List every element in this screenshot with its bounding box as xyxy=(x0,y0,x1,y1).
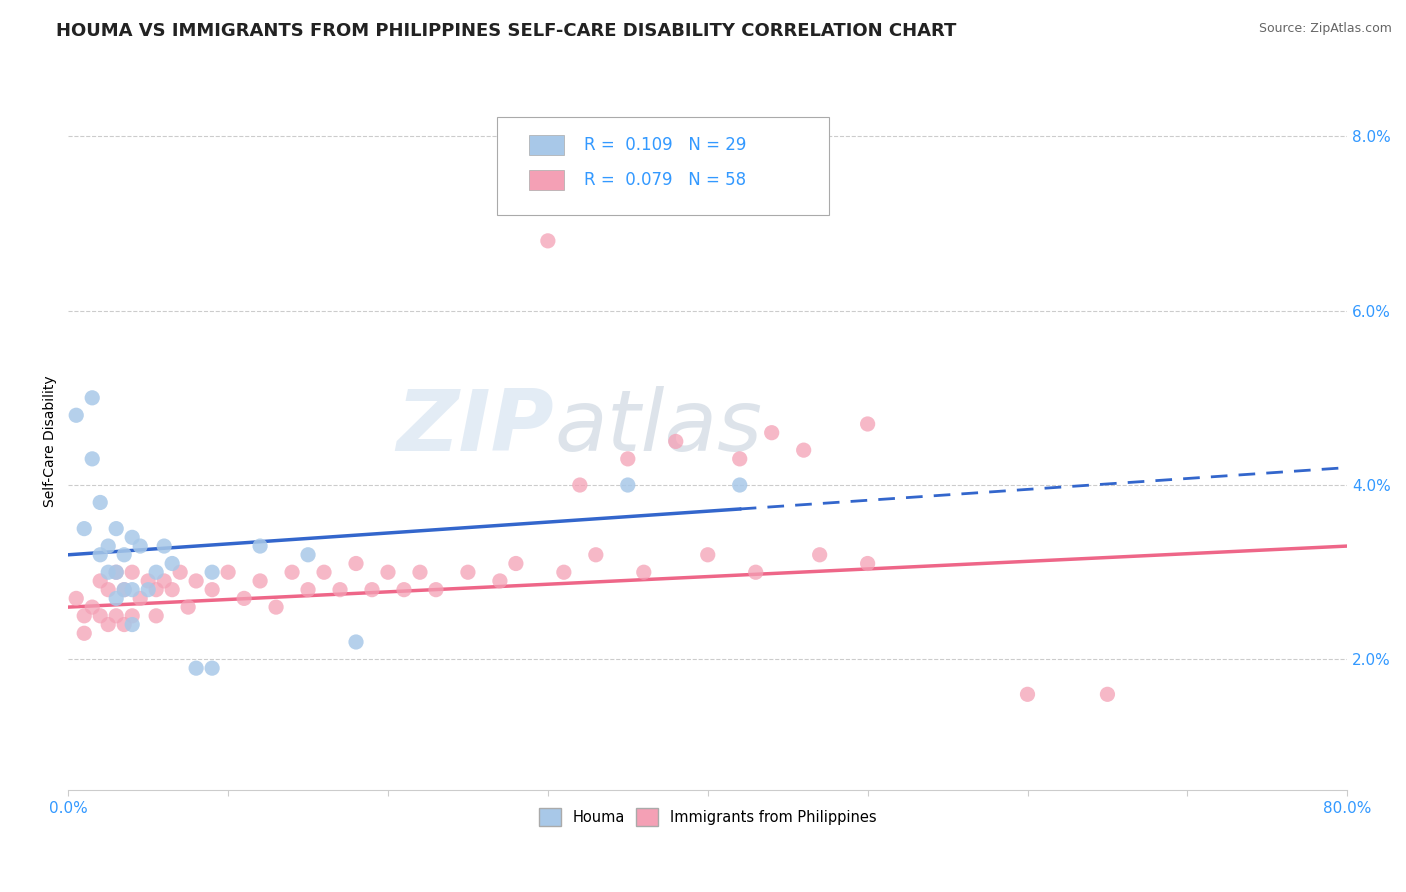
Point xyxy=(177,600,200,615)
Point xyxy=(65,591,87,606)
Point xyxy=(201,582,224,597)
Point xyxy=(89,574,111,588)
Point xyxy=(633,566,655,580)
Point xyxy=(201,661,224,675)
Point xyxy=(568,478,591,492)
Point xyxy=(121,566,143,580)
Point xyxy=(82,391,104,405)
Point xyxy=(73,522,96,536)
Point xyxy=(329,582,352,597)
Legend: Houma, Immigrants from Philippines: Houma, Immigrants from Philippines xyxy=(531,801,884,833)
Point xyxy=(97,617,120,632)
Point xyxy=(129,591,152,606)
Point xyxy=(89,548,111,562)
Point xyxy=(553,566,575,580)
Point xyxy=(112,548,135,562)
Point xyxy=(105,591,128,606)
Point xyxy=(136,574,159,588)
Point xyxy=(617,478,640,492)
Point xyxy=(696,548,718,562)
Point xyxy=(82,451,104,466)
Point xyxy=(121,530,143,544)
Point xyxy=(425,582,447,597)
Point xyxy=(793,443,815,458)
Text: ZIP: ZIP xyxy=(396,386,554,469)
Text: HOUMA VS IMMIGRANTS FROM PHILIPPINES SELF-CARE DISABILITY CORRELATION CHART: HOUMA VS IMMIGRANTS FROM PHILIPPINES SEL… xyxy=(56,22,956,40)
Point xyxy=(409,566,432,580)
Point xyxy=(297,582,319,597)
Text: R =  0.079   N = 58: R = 0.079 N = 58 xyxy=(583,170,745,189)
Point xyxy=(457,566,479,580)
Point xyxy=(505,557,527,571)
Point xyxy=(201,566,224,580)
Point xyxy=(184,574,207,588)
Point xyxy=(537,234,560,248)
Point xyxy=(665,434,688,449)
Point xyxy=(145,608,167,623)
Point xyxy=(89,608,111,623)
Point xyxy=(105,566,128,580)
Point xyxy=(153,539,176,553)
Point xyxy=(105,566,128,580)
Point xyxy=(344,635,367,649)
Point xyxy=(121,608,143,623)
Point xyxy=(728,451,751,466)
Point xyxy=(73,608,96,623)
Point xyxy=(73,626,96,640)
Point xyxy=(217,566,239,580)
Point xyxy=(145,566,167,580)
Point xyxy=(312,566,335,580)
Point xyxy=(297,548,319,562)
Point xyxy=(808,548,831,562)
Point xyxy=(489,574,512,588)
Point xyxy=(97,566,120,580)
Point xyxy=(728,478,751,492)
Point xyxy=(249,574,271,588)
Point xyxy=(249,539,271,553)
Y-axis label: Self-Care Disability: Self-Care Disability xyxy=(44,376,58,508)
Point xyxy=(617,451,640,466)
Point xyxy=(281,566,304,580)
Point xyxy=(112,582,135,597)
Point xyxy=(129,539,152,553)
Point xyxy=(82,600,104,615)
Point xyxy=(105,522,128,536)
Point xyxy=(392,582,415,597)
Point xyxy=(264,600,287,615)
Point xyxy=(160,582,183,597)
Point xyxy=(361,582,384,597)
Point xyxy=(344,557,367,571)
FancyBboxPatch shape xyxy=(529,170,564,190)
Point xyxy=(112,617,135,632)
Point xyxy=(136,582,159,597)
Point xyxy=(160,557,183,571)
Point xyxy=(233,591,256,606)
Point xyxy=(112,582,135,597)
Point xyxy=(153,574,176,588)
Point xyxy=(121,617,143,632)
Point xyxy=(856,557,879,571)
Point xyxy=(184,661,207,675)
Point xyxy=(761,425,783,440)
Point xyxy=(377,566,399,580)
Point xyxy=(65,409,87,423)
Point xyxy=(97,539,120,553)
FancyBboxPatch shape xyxy=(529,136,564,154)
Point xyxy=(744,566,766,580)
Point xyxy=(585,548,607,562)
Point xyxy=(89,495,111,509)
FancyBboxPatch shape xyxy=(496,117,830,215)
Point xyxy=(97,582,120,597)
Point xyxy=(1097,687,1119,701)
Point xyxy=(105,608,128,623)
Point xyxy=(1017,687,1039,701)
Text: R =  0.109   N = 29: R = 0.109 N = 29 xyxy=(583,136,747,154)
Point xyxy=(856,417,879,431)
Text: Source: ZipAtlas.com: Source: ZipAtlas.com xyxy=(1258,22,1392,36)
Point xyxy=(121,582,143,597)
Point xyxy=(169,566,191,580)
Text: atlas: atlas xyxy=(554,386,762,469)
Point xyxy=(145,582,167,597)
